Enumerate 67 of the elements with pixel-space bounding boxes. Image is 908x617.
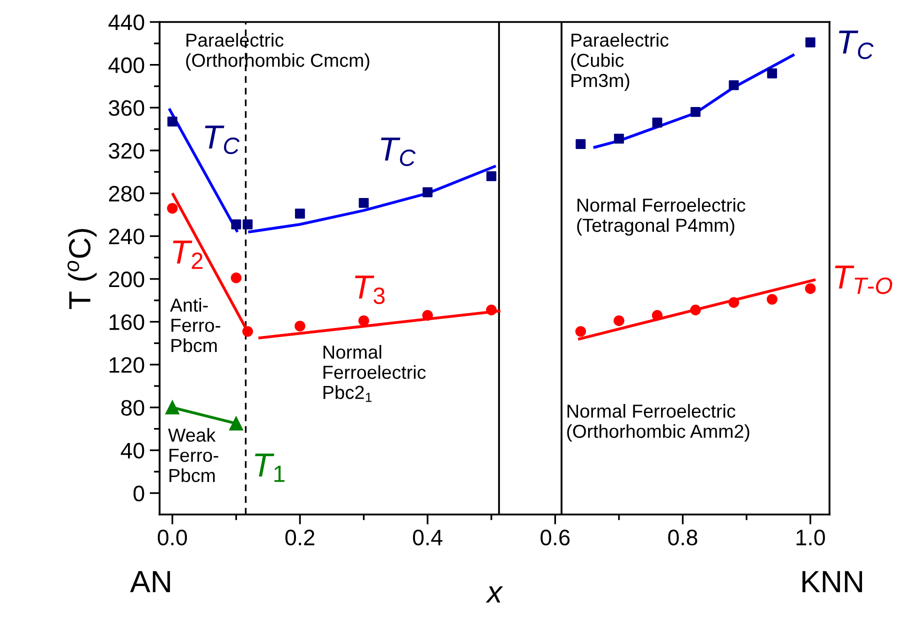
annotation: Normal Ferroelectric (Tetragonal P4mm)	[577, 198, 746, 236]
x-tick-label: 0.2	[285, 530, 314, 546]
text: KNN	[802, 571, 862, 592]
point	[614, 315, 624, 326]
annotation: Paraelectric (Cubic Pm3m)	[571, 33, 668, 91]
annotation: Normal Ferroelectric (Orthorhombic Amm2)	[567, 404, 750, 442]
y-tick-label: 80	[121, 400, 144, 416]
point	[575, 326, 586, 337]
point	[486, 171, 496, 182]
point	[614, 134, 624, 144]
text: AN	[130, 571, 170, 592]
y-tick-label: 280	[109, 186, 144, 202]
series-label: T$_{3}$	[354, 276, 385, 304]
point	[652, 118, 662, 128]
point	[652, 310, 663, 321]
point	[230, 272, 242, 284]
x-tick-label: 0.4	[412, 530, 442, 546]
point	[422, 310, 433, 321]
point	[294, 208, 305, 219]
series-label: T$_{C}$	[838, 30, 874, 60]
point	[767, 68, 778, 78]
point	[165, 400, 180, 414]
y-tick-label: 440	[108, 14, 144, 30]
point	[358, 315, 370, 326]
point	[229, 416, 244, 430]
y-tick-label: 400	[108, 57, 144, 74]
y-tick-label: 240	[109, 228, 144, 244]
point	[167, 202, 178, 214]
point	[805, 283, 816, 294]
point	[690, 304, 701, 316]
point	[486, 304, 497, 316]
point	[422, 187, 433, 198]
point	[690, 106, 700, 117]
y-tick-label: 40	[120, 442, 144, 459]
point	[766, 294, 778, 305]
y-tick-label: 0	[134, 486, 144, 502]
point	[805, 37, 816, 48]
x-axis-title: x	[486, 586, 504, 602]
annotation: Weak Ferro- Pbcm	[168, 428, 218, 482]
series-label: T$_{1}$	[254, 454, 285, 482]
point	[242, 219, 253, 230]
annotation: Anti- Ferro- Pbcm	[170, 298, 220, 352]
point	[242, 326, 253, 337]
point	[231, 219, 242, 230]
point	[167, 116, 178, 127]
x-tick-label: 0.0	[158, 530, 187, 546]
x-tick-label: 0.8	[668, 530, 698, 546]
series-label: T$_{T-O}$	[834, 266, 892, 294]
point	[576, 139, 586, 150]
annotation: Paraelectric (Orthorhombic Cmcm)	[186, 33, 370, 71]
point	[728, 80, 739, 90]
y-tick-label: 320	[108, 143, 144, 159]
y-axis-title: T ($^{o}$C)	[68, 228, 97, 309]
y-tick-label: 160	[110, 314, 144, 330]
series-label: T$_{2}$	[172, 240, 202, 269]
series-label: T$_{C}$	[380, 138, 416, 166]
annotation: Normal Ferroelectric Pbc2$_{1}$	[324, 345, 426, 402]
point	[294, 320, 306, 332]
point	[728, 297, 740, 308]
line-series	[248, 165, 496, 234]
x-tick-label: 0.6	[540, 530, 570, 546]
series-label: T$_{C}$	[204, 126, 240, 154]
y-tick-label: 360	[108, 100, 144, 116]
y-tick-label: 120	[110, 357, 144, 373]
x-tick-label: 1.0	[796, 530, 825, 546]
y-tick-label: 200	[109, 271, 144, 288]
point	[358, 198, 369, 208]
